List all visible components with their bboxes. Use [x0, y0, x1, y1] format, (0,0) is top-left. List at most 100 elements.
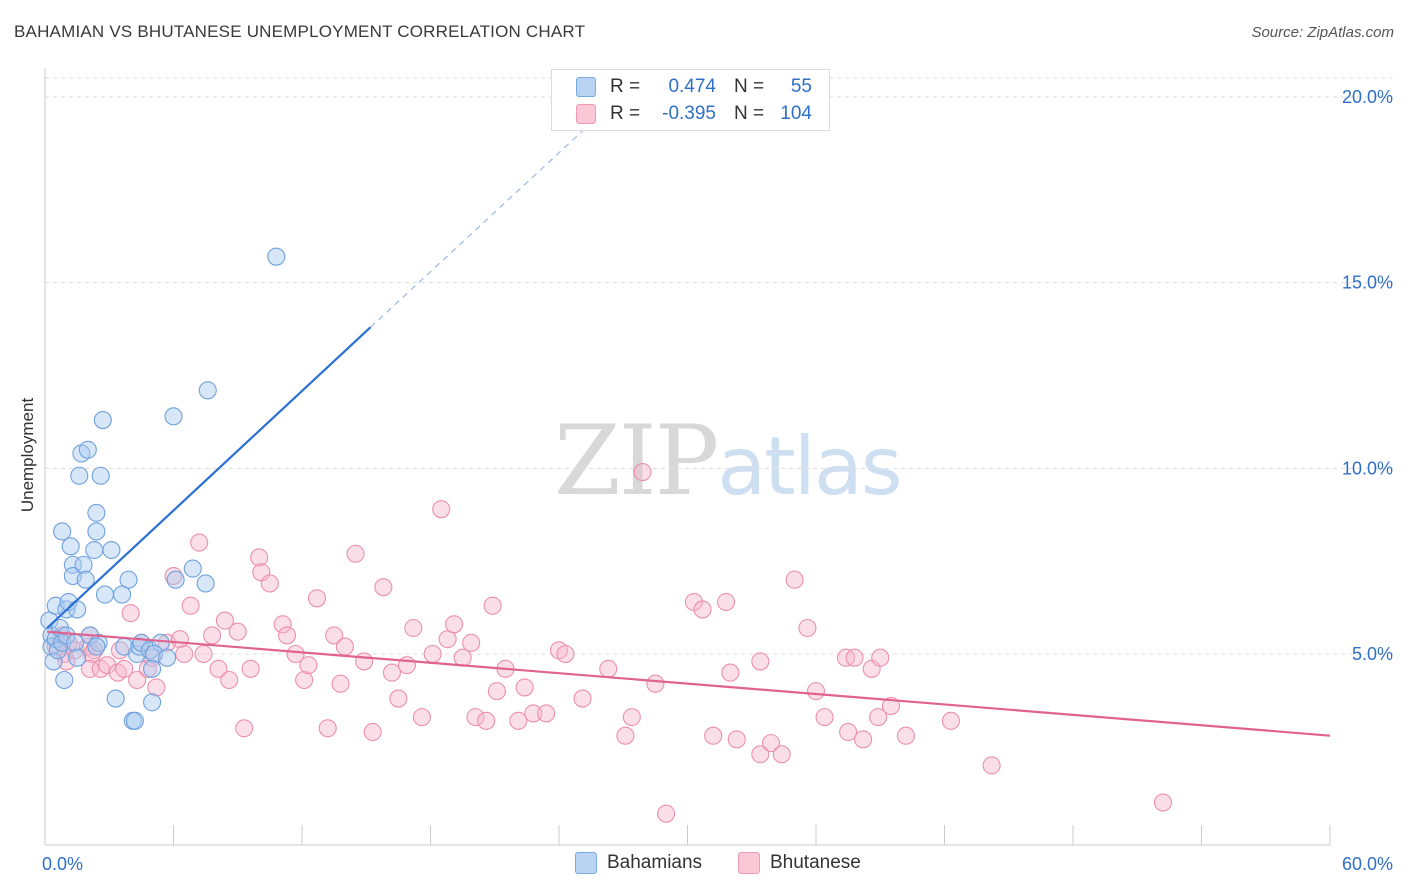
bhutanese-point [845, 648, 864, 667]
bhutanese-point [751, 652, 770, 671]
bahamian-point [87, 522, 106, 541]
bhutanese-point [98, 656, 117, 675]
bhutanese-point [220, 670, 239, 690]
bhutanese-point [721, 663, 740, 682]
bhutanese-point [115, 659, 134, 678]
bhutanese-point [646, 674, 665, 693]
n-label: N = [734, 76, 765, 97]
bahamian-point [74, 555, 93, 574]
bahamian-point [166, 570, 185, 589]
watermark: ZIPatlas [554, 405, 903, 517]
y-tick-label: 5.0% [1352, 644, 1393, 664]
bhutanese-point [190, 533, 209, 552]
bhutanese-point [307, 589, 327, 608]
bhutanese-point [896, 726, 916, 745]
bahamian-point [119, 570, 138, 589]
bhutanese-point [487, 682, 506, 701]
r-label: R = [610, 76, 641, 97]
bahamian-point [91, 466, 110, 485]
legend-label: Bhutanese [770, 852, 861, 873]
bhutanese-point [462, 633, 481, 652]
bahamian-point [55, 670, 74, 690]
bhutanese-point [727, 730, 746, 749]
bhutanese-point [854, 730, 873, 749]
bahamian-point [70, 466, 89, 485]
bhutanese-point [423, 644, 442, 664]
bhutanese-point [374, 578, 393, 597]
bhutanese-point [355, 652, 374, 671]
bahamian-point [106, 689, 125, 708]
bhutanese-point [515, 678, 534, 697]
legend-row-bahamians: R = 0.474 N = 55 [576, 75, 812, 99]
chart-title: BAHAMIAN VS BHUTANESE UNEMPLOYMENT CORRE… [14, 22, 586, 41]
bhutanese-point [121, 604, 140, 623]
bahamian-point [87, 637, 106, 656]
bhutanese-point [397, 656, 416, 675]
bahamian-point [158, 648, 177, 667]
bhutanese-swatch [738, 852, 760, 874]
bhutanese-point [693, 600, 712, 619]
bhutanese-swatch [576, 104, 596, 124]
bhutanese-point [80, 659, 100, 678]
n-value: 104 [780, 103, 812, 124]
bhutanese-point [483, 596, 502, 615]
bhutanese-point [871, 648, 890, 667]
bahamian-point [183, 559, 202, 578]
bhutanese-point [147, 678, 166, 697]
watermark-atlas: atlas [717, 420, 902, 513]
bhutanese-point [331, 674, 350, 693]
bhutanese-point [363, 722, 382, 742]
bahamian-point [68, 648, 87, 667]
bhutanese-point [798, 618, 817, 638]
bhutanese-point [785, 570, 804, 589]
bahamian-point [87, 503, 106, 522]
bahamian-point [143, 659, 162, 678]
legend-row-bhutanese: R = -0.395 N = 104 [576, 102, 812, 126]
y-tick-label: 20.0% [1342, 87, 1393, 107]
bhutanese-point [616, 726, 635, 745]
bahamian-point [65, 633, 85, 652]
legend-item-bahamians[interactable]: Bahamians [575, 852, 702, 874]
stats-legend: R = 0.474 N = 55 R = -0.395 N = 104 [551, 69, 830, 131]
bahamian-point [85, 540, 104, 560]
bhutanese-point [599, 659, 618, 678]
bhutanese-point [453, 648, 472, 667]
x-tick-label: 0.0% [42, 854, 83, 874]
bhutanese-point [751, 745, 770, 764]
bhutanese-point [241, 659, 260, 678]
bhutanese-point [761, 734, 781, 753]
bahamian-point [44, 652, 63, 671]
bhutanese-point [250, 548, 269, 567]
bhutanese-point [215, 611, 234, 630]
bhutanese-point [175, 644, 194, 664]
bhutanese-trend-line [47, 630, 1331, 737]
bahamians-swatch [576, 77, 596, 97]
series-legend: Bahamians Bhutanese [0, 852, 1406, 878]
y-tick-label: 15.0% [1342, 273, 1393, 293]
bhutanese-point [806, 682, 826, 701]
bhutanese-point [556, 644, 575, 664]
bhutanese-point [228, 622, 247, 641]
bahamian-trend-extension [370, 122, 592, 328]
bahamian-point [196, 574, 215, 593]
n-value: 55 [790, 76, 812, 97]
bhutanese-point [445, 615, 464, 634]
legend-item-bhutanese[interactable]: Bhutanese [738, 852, 861, 874]
watermark-zip: ZIP [554, 405, 719, 517]
y-tick-label: 10.0% [1342, 458, 1393, 478]
bhutanese-point [839, 722, 858, 742]
bahamian-point [76, 570, 95, 589]
bahamian-point [61, 537, 80, 556]
bhutanese-point [477, 711, 496, 730]
bhutanese-point [273, 615, 292, 634]
bhutanese-point [389, 689, 408, 708]
bhutanese-point [260, 574, 279, 593]
r-value: -0.395 [662, 103, 716, 124]
bahamian-point [164, 407, 183, 426]
bahamians-swatch [575, 852, 597, 874]
bhutanese-point [622, 708, 641, 727]
bhutanese-point [194, 644, 213, 664]
bhutanese-point [382, 663, 402, 682]
bhutanese-point [286, 644, 305, 664]
bhutanese-point [325, 626, 344, 645]
